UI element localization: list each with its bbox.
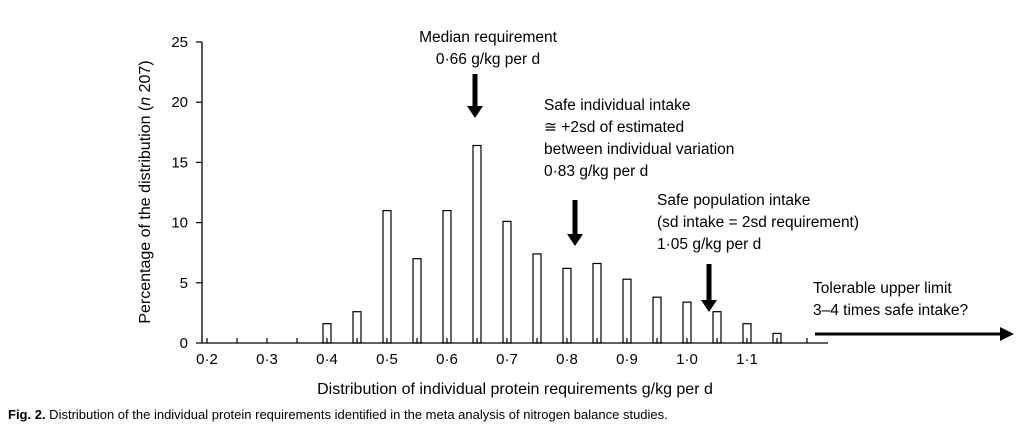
- x-tick-label: 0·8: [556, 351, 578, 368]
- x-axis-title: Distribution of individual protein requi…: [317, 381, 713, 398]
- bar: [382, 210, 392, 344]
- annotation-line: between individual variation: [544, 141, 734, 158]
- annotation-line: Median requirement: [419, 29, 558, 46]
- x-tick-label: 0·3: [256, 351, 278, 368]
- y-axis-title-part: 207): [137, 60, 154, 96]
- arrow-head: [1000, 327, 1014, 341]
- x-ticks-group: 0·2 0·3 0·4 0·5 0·6 0·7 0·8 0·9 1·0 1·1: [196, 338, 808, 368]
- annotation-line: (sd intake = 2sd requirement): [657, 214, 859, 231]
- y-ticks-group: 0 5 10 15 20 25: [171, 34, 202, 352]
- figure-caption: Fig. 2. Distribution of the individual p…: [8, 407, 668, 422]
- chart: 0 5 10 15 20 25 0·2 0·3 0·4 0·5 0·6 0·7 0·8 0·9 1·0 1·…: [137, 29, 1014, 398]
- arrow-head: [701, 300, 717, 312]
- arrow-head: [567, 234, 583, 246]
- bar: [682, 301, 692, 344]
- x-tick-label: 0·2: [196, 351, 218, 368]
- annotation-line: 1·05 g/kg per d: [657, 236, 761, 253]
- y-axis-title-n: n: [137, 97, 154, 106]
- x-tick-label: 0·6: [436, 351, 458, 368]
- x-tick-label: 1·1: [736, 351, 758, 368]
- annotation-line: 3–4 times safe intake?: [813, 302, 968, 319]
- annotation-line: Safe population intake: [657, 192, 810, 209]
- x-tick-label: 0·9: [616, 351, 638, 368]
- bar: [412, 258, 422, 344]
- annotation-line: 0·66 g/kg per d: [436, 51, 540, 68]
- annotation-line: ≅ +2sd of estimated: [544, 119, 684, 136]
- y-tick-label: 15: [171, 154, 188, 171]
- y-tick-label: 25: [171, 34, 188, 51]
- bar: [562, 267, 572, 344]
- figure-caption-label: Fig. 2.: [8, 407, 46, 422]
- x-tick-label: 0·4: [316, 351, 338, 368]
- figure-caption-text: Distribution of the individual protein r…: [45, 407, 668, 422]
- y-tick-label: 10: [171, 215, 188, 232]
- y-tick-label: 20: [171, 94, 188, 111]
- bar: [442, 210, 452, 344]
- annotation-line: Safe individual intake: [544, 97, 691, 114]
- bar: [622, 278, 632, 344]
- bar: [532, 253, 542, 344]
- annotation-line: 0·83 g/kg per d: [544, 163, 648, 180]
- arrow-head: [467, 106, 483, 118]
- bars-group: [322, 144, 782, 344]
- x-tick-label: 0·5: [376, 351, 398, 368]
- bar: [592, 262, 602, 344]
- annotation-line: Tolerable upper limit: [813, 280, 952, 297]
- y-axis-title-part: Percentage of the distribution (: [137, 105, 154, 324]
- bar: [472, 144, 482, 344]
- x-tick-label: 0·7: [496, 351, 518, 368]
- annotations-group: Median requirement 0·66 g/kg per d Safe in…: [419, 29, 1014, 341]
- bar: [652, 296, 662, 344]
- y-axis-title: Percentage of the distribution (n 207): [137, 60, 154, 323]
- y-tick-label: 0: [180, 335, 188, 352]
- y-tick-label: 5: [180, 275, 188, 292]
- x-tick-label: 1·0: [676, 351, 698, 368]
- bar: [502, 220, 512, 344]
